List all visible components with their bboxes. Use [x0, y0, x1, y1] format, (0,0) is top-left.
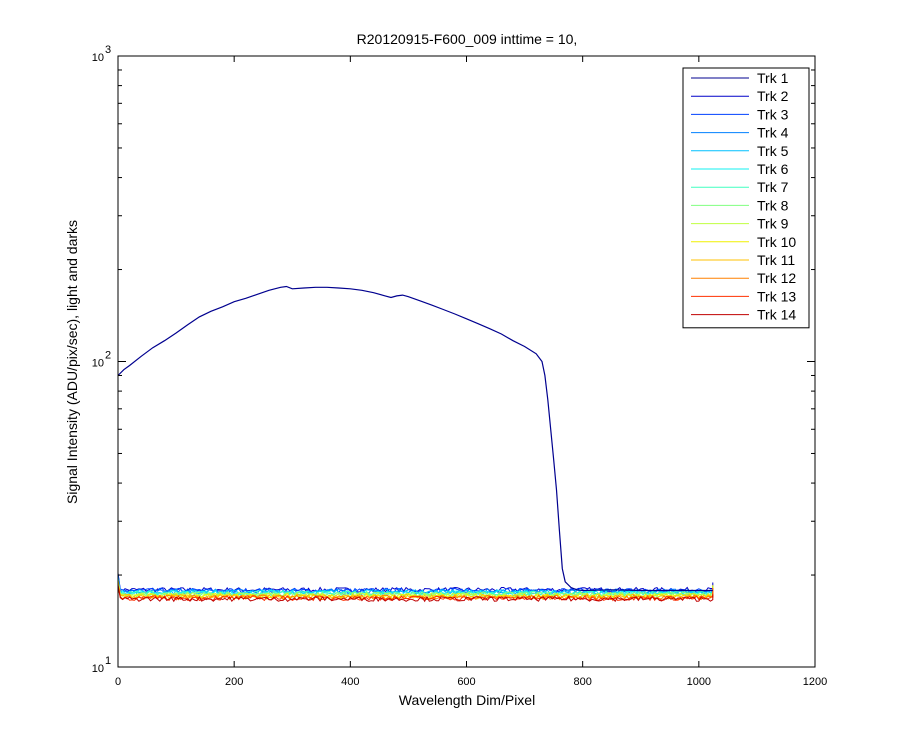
- series-line-trk-1: [117, 285, 713, 592]
- x-tick-label: 1000: [687, 676, 711, 688]
- x-tick-label: 800: [573, 676, 591, 688]
- x-tick-label: 1200: [803, 676, 827, 688]
- x-tick-label: 600: [457, 676, 475, 688]
- y-tick-label-exponent: 1: [105, 655, 111, 667]
- legend-entry-label: Trk 3: [757, 106, 789, 122]
- legend-entry-label: Trk 13: [757, 288, 796, 304]
- legend-entry-label: Trk 9: [757, 216, 789, 232]
- y-tick-label-exponent: 2: [105, 350, 111, 362]
- legend-entry-label: Trk 7: [757, 179, 789, 195]
- y-tick-label-base: 10: [92, 358, 104, 370]
- series-line-trk-14: [117, 585, 714, 603]
- y-tick-label-exponent: 3: [105, 44, 111, 56]
- legend-entry-label: Trk 2: [757, 88, 789, 104]
- legend-entry-label: Trk 1: [757, 70, 789, 86]
- legend-entry-label: Trk 10: [757, 234, 796, 250]
- y-axis-label: Signal Intensity (ADU/pix/sec), light an…: [64, 220, 80, 504]
- legend: Trk 1 Trk 2 Trk 3 Trk 4 Trk 5 Trk 6 Trk 7 Trk 8…: [682, 67, 810, 329]
- legend-entry-label: Trk 11: [757, 252, 795, 268]
- chart-title: R20120915-F600_009 inttime = 10,: [357, 31, 578, 47]
- legend-entry-label: Trk 5: [757, 143, 789, 159]
- legend-entry-label: Trk 12: [757, 270, 796, 286]
- legend-entry-label: Trk 8: [757, 197, 789, 213]
- legend-entry-label: Trk 6: [757, 161, 789, 177]
- x-axis-label: Wavelength Dim/Pixel: [399, 692, 535, 708]
- legend-box: [682, 67, 810, 329]
- x-tick-label: 0: [115, 676, 121, 688]
- x-tick-label: 400: [341, 676, 359, 688]
- x-tick-label: 200: [225, 676, 243, 688]
- x-axis: 0 200 400 600 800 1000 1200: [115, 56, 827, 688]
- y-tick-label-base: 10: [92, 52, 104, 64]
- y-tick-label-base: 10: [92, 663, 104, 675]
- legend-entry-label: Trk 14: [757, 307, 796, 323]
- legend-entry-label: Trk 4: [757, 125, 789, 141]
